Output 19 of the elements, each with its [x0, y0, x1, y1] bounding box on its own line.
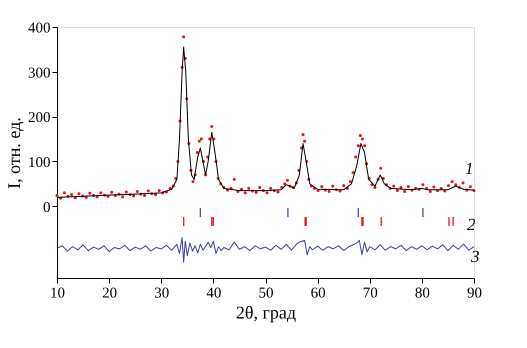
y-tick-label: 200 — [28, 110, 50, 126]
x-tick-label: 80 — [414, 286, 430, 302]
annotation: 2 — [467, 215, 476, 234]
x-tick-label: 60 — [310, 286, 326, 302]
y-tick-label: 300 — [28, 65, 50, 82]
x-tick-label: 40 — [206, 286, 222, 302]
x-axis-title: 2θ, град — [236, 302, 296, 322]
y-tick-label: 100 — [28, 154, 50, 171]
y-tick-label: 0 — [43, 200, 50, 216]
y-axis-title: I, отн. ед. — [4, 117, 24, 189]
annotation: 3 — [470, 247, 480, 266]
x-tick-label: 20 — [102, 286, 118, 302]
y-tick-label: 400 — [28, 20, 50, 36]
annotation: 1 — [465, 159, 474, 178]
x-tick-label: 50 — [258, 286, 274, 302]
x-tick-label: 10 — [50, 286, 65, 302]
x-tick-label: 70 — [362, 286, 378, 302]
x-tick-label: 90 — [467, 286, 482, 302]
x-tick-label: 30 — [154, 286, 170, 302]
